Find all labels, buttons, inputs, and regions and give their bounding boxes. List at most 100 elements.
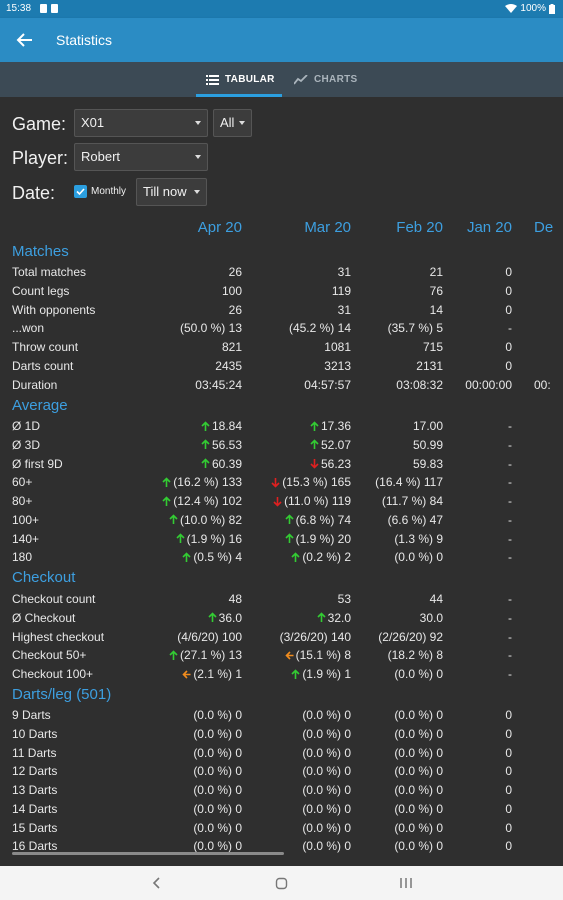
table-cell: 59.83 [343,457,443,471]
table-row: Checkout 50+ (27.1 %) 13 (15.1 %) 8 (18.2 %… [0,646,563,664]
trend-up-icon [182,552,191,562]
cell-value: 03:08:32 [396,377,443,392]
back-arrow-icon[interactable] [12,29,38,51]
horizontal-scrollbar[interactable] [12,852,284,855]
game-select[interactable]: X01 [74,109,208,137]
cell-value: 48 [228,592,242,606]
cell-value: 52.07 [320,437,351,452]
table-cell: (16.2 %) 133 [102,475,242,489]
table-cell: (0.0 %) 0 [241,821,351,835]
cell-value: - [508,437,512,452]
player-select[interactable]: Robert [74,143,208,171]
cell-value: 17.00 [412,419,443,433]
cell-value: (0.0 %) 0 [193,839,242,854]
table-row: 100+ (10.0 %) 82 (6.8 %) 74 (6.6 %) 47 - [0,511,563,529]
cell-value: (0.0 %) 0 [394,550,443,565]
cell-value: 0 [505,839,512,854]
cell-value: (0.0 %) 0 [394,764,443,779]
cell-value: - [508,629,512,644]
game-mode-select[interactable]: All [213,109,252,137]
tab-tabular[interactable]: TABULAR [206,62,275,97]
dropdown-arrow-icon [195,155,201,159]
row-label: 14 Darts [12,801,58,816]
table-cell: 0 [442,359,512,373]
cell-value: 0 [505,783,512,797]
table-row: 140+ (1.9 %) 16 (1.9 %) 20 (1.3 %) 9 - [0,530,563,548]
dropdown-arrow-icon [194,190,200,194]
table-cell: 0 [442,727,512,741]
trend-up-icon [201,420,210,431]
cell-value: 53 [337,592,351,606]
table-cell: (1.9 %) 1 [241,667,351,681]
table-cell: 0 [442,802,512,816]
dropdown-arrow-icon [195,121,201,125]
cell-value: 26 [228,265,242,279]
player-select-value: Robert [81,149,121,164]
table-cell: 21 [343,265,443,279]
cell-value: 0 [505,764,512,779]
table-row: With opponents 26 31 14 0 [0,301,563,319]
cell-value: 36.0 [218,610,242,625]
cell-value: 2131 [416,358,443,373]
nav-recents-icon[interactable] [386,866,426,900]
cell-value: - [508,456,512,471]
table-cell: (27.1 %) 13 [102,648,242,662]
cell-value: (2.1 %) 1 [193,667,242,681]
cell-value: (35.7 %) 5 [387,321,443,336]
table-row: 60+ (16.2 %) 133 (15.3 %) 165 (16.4 %) 117 - [0,473,563,491]
trend-down-icon [310,459,319,469]
trend-up-icon [176,533,185,543]
table-row: 14 Darts (0.0 %) 0 (0.0 %) 0 (0.0 %) 0 0 [0,800,563,818]
table-cell: 14 [343,303,443,317]
row-label: Total matches [12,265,87,279]
row-label: Duration [12,377,58,392]
cell-value: (0.0 %) 0 [394,783,443,797]
cell-value: (3/26/20) 140 [279,629,351,644]
cell-value: (15.1 %) 8 [295,648,351,663]
cell-value: 119 [331,283,351,298]
cell-value: (11.0 %) 119 [284,494,351,508]
table-cell: 2435 [102,359,242,373]
table-cell: 00: [534,378,563,392]
table-cell: 0 [442,340,512,354]
cell-value: 715 [422,340,443,354]
table-cell: (0.0 %) 0 [241,783,351,797]
table-row: Highest checkout (4/6/20) 100 (3/26/20) 14… [0,628,563,646]
table-cell: 30.0 [343,611,443,625]
date-range-select[interactable]: Till now [136,178,207,206]
cell-value: (0.2 %) 2 [302,550,351,565]
battery-icon [549,3,555,14]
cell-value: (1.9 %) 1 [302,667,351,681]
table-cell: 56.23 [241,457,351,471]
cell-value: 59.83 [412,456,443,471]
cell-value: (0.0 %) 0 [302,745,351,760]
table-cell: - [442,457,512,471]
nav-back-icon[interactable] [137,866,177,900]
table-cell: 48 [102,592,242,606]
tab-charts[interactable]: CHARTS [294,62,357,97]
trend-up-icon [169,650,178,660]
cell-value: (0.0 %) 0 [302,764,351,779]
table-cell: 60.39 [102,457,242,471]
page-title: Statistics [56,32,113,48]
table-cell: (0.0 %) 0 [102,821,242,835]
row-label: Highest checkout [12,629,105,644]
row-label: 180 [12,550,33,565]
table-cell: - [442,532,512,546]
cell-value: (0.0 %) 0 [193,764,242,779]
monthly-checkbox[interactable] [74,185,87,198]
table-cell: 18.84 [102,419,242,433]
row-label: Ø 3D [12,437,41,452]
table-cell: 03:08:32 [343,378,443,392]
trend-up-icon [208,612,217,623]
cell-value: 0 [505,801,512,816]
table-row: 12 Darts (0.0 %) 0 (0.0 %) 0 (0.0 %) 0 0 [0,762,563,780]
date-label: Date: [12,183,56,203]
row-label: Count legs [12,283,70,298]
nav-home-icon[interactable] [262,866,302,900]
table-cell: 56.53 [102,438,242,452]
cell-value: 100 [221,283,242,298]
table-cell: - [442,419,512,433]
table-cell: (6.8 %) 74 [241,513,351,527]
table-cell: (0.0 %) 0 [241,764,351,778]
